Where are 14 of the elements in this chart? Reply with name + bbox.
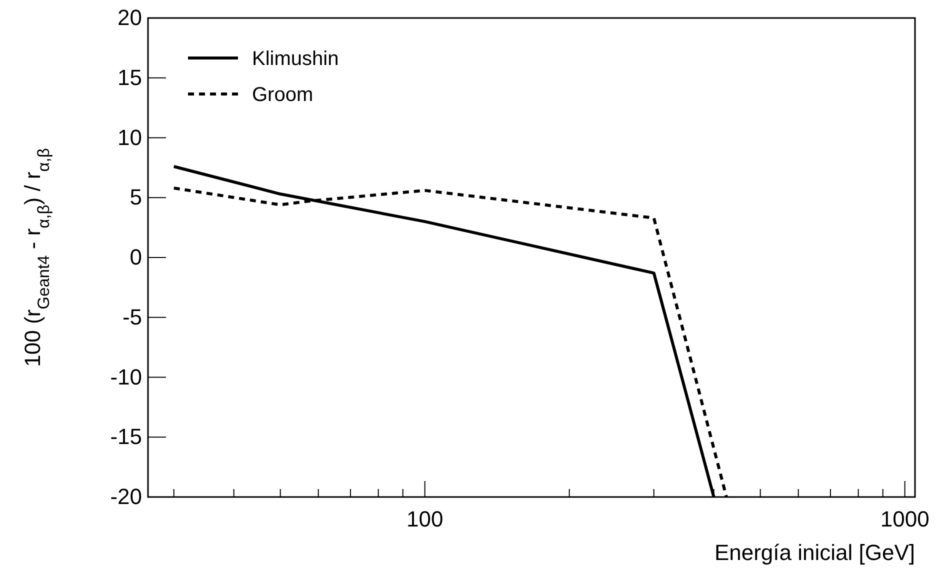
y-tick-label: 0 xyxy=(130,244,142,270)
y-tick-label: 5 xyxy=(130,184,142,210)
y-tick-label: 10 xyxy=(118,124,142,150)
y-tick-label: -20 xyxy=(110,484,142,510)
legend-label: Klimushin xyxy=(252,48,339,70)
y-tick-label: -5 xyxy=(122,304,142,330)
y-tick-label: -10 xyxy=(110,364,142,390)
y-tick-label: 15 xyxy=(118,64,142,90)
x-tick-label: 1000 xyxy=(880,506,930,532)
y-tick-label: 20 xyxy=(118,5,142,30)
legend-label: Groom xyxy=(252,84,314,106)
x-axis-title: Energía inicial [GeV] xyxy=(714,540,915,565)
x-tick-label: 100 xyxy=(406,506,444,532)
y-tick-label: -15 xyxy=(110,424,142,450)
